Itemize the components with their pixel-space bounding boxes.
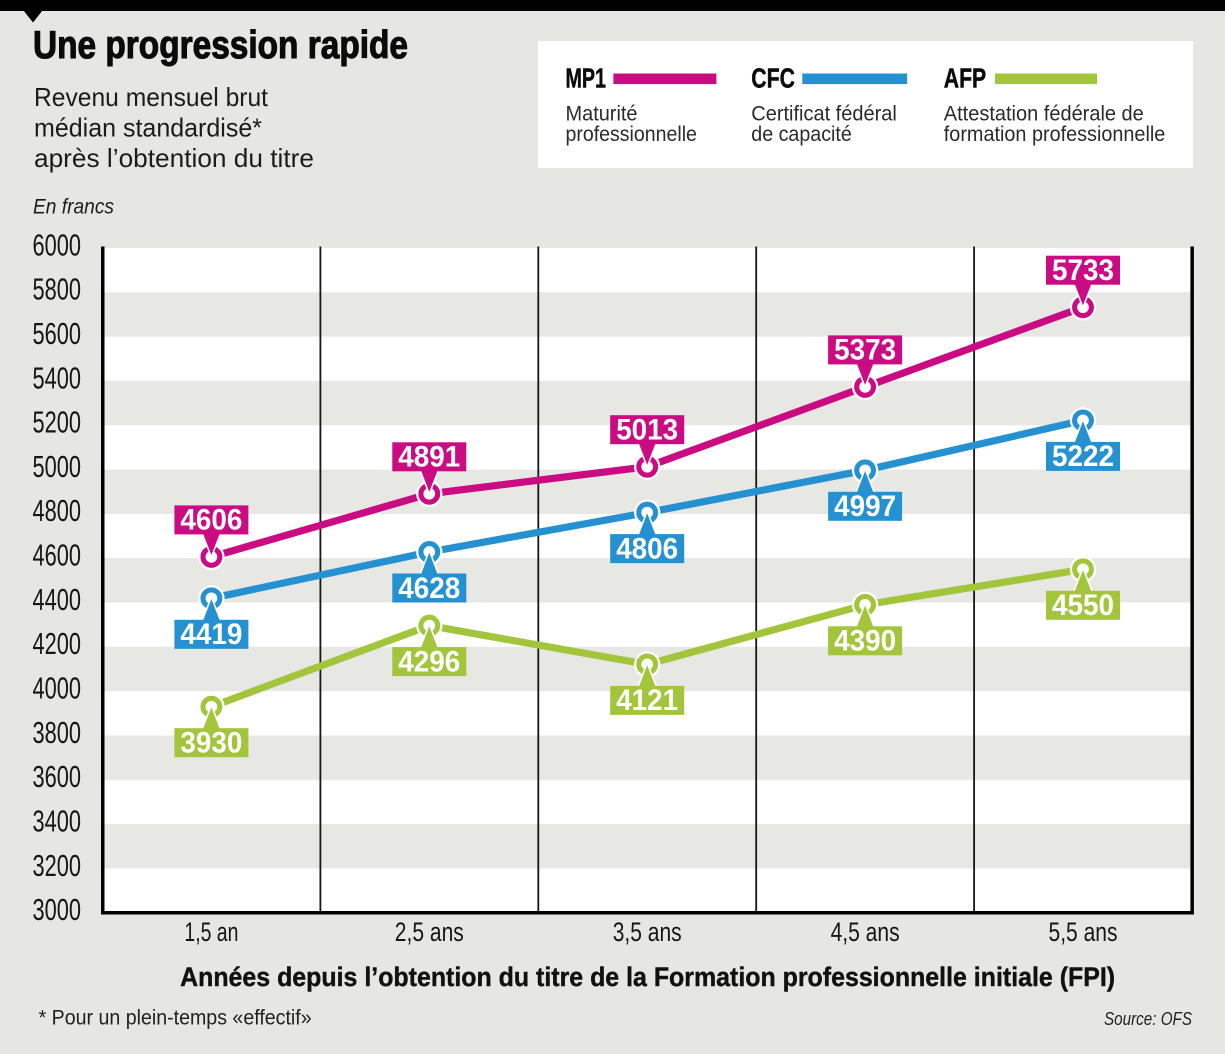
svg-text:4200: 4200 <box>33 626 82 661</box>
svg-text:4806: 4806 <box>616 532 678 565</box>
svg-text:4891: 4891 <box>398 441 460 474</box>
svg-text:médian standardisé*: médian standardisé* <box>34 113 262 143</box>
svg-text:après l’obtention du titre: après l’obtention du titre <box>34 143 314 173</box>
svg-text:3800: 3800 <box>33 715 82 750</box>
svg-text:Certificat fédéral: Certificat fédéral <box>751 102 897 125</box>
svg-text:4550: 4550 <box>1052 589 1114 622</box>
svg-text:* Pour un plein-temps «effecti: * Pour un plein-temps «effectif» <box>39 1007 312 1030</box>
svg-text:4419: 4419 <box>180 618 242 651</box>
svg-text:4296: 4296 <box>398 645 460 678</box>
svg-text:5200: 5200 <box>33 405 82 440</box>
svg-text:Source: OFS: Source: OFS <box>1104 1009 1192 1029</box>
svg-text:1,5 an: 1,5 an <box>184 917 238 947</box>
svg-text:Revenu mensuel brut: Revenu mensuel brut <box>34 82 269 112</box>
svg-text:5222: 5222 <box>1052 440 1114 473</box>
svg-text:5800: 5800 <box>33 272 82 307</box>
svg-text:3930: 3930 <box>180 727 242 760</box>
svg-text:5400: 5400 <box>33 360 82 395</box>
svg-text:6000: 6000 <box>33 227 82 262</box>
svg-text:4400: 4400 <box>33 582 82 617</box>
svg-text:3,5 ans: 3,5 ans <box>613 917 682 947</box>
svg-text:4121: 4121 <box>616 684 678 717</box>
svg-text:5,5 ans: 5,5 ans <box>1049 917 1118 947</box>
svg-text:5600: 5600 <box>33 316 82 351</box>
svg-text:formation professionnelle: formation professionnelle <box>944 123 1166 146</box>
svg-text:4390: 4390 <box>834 625 896 658</box>
svg-text:Maturité: Maturité <box>566 102 638 125</box>
svg-text:3600: 3600 <box>33 759 82 794</box>
svg-text:4600: 4600 <box>33 538 82 573</box>
svg-text:3000: 3000 <box>33 892 82 927</box>
svg-text:professionnelle: professionnelle <box>566 123 697 146</box>
svg-text:Années depuis l’obtention du t: Années depuis l’obtention du titre de la… <box>180 962 1115 992</box>
svg-text:5000: 5000 <box>33 449 82 484</box>
svg-text:4606: 4606 <box>180 504 242 537</box>
svg-text:4800: 4800 <box>33 493 82 528</box>
svg-text:4,5 ans: 4,5 ans <box>831 917 900 947</box>
svg-text:de capacité: de capacité <box>751 123 852 146</box>
svg-text:5373: 5373 <box>834 334 896 367</box>
svg-text:5013: 5013 <box>616 414 678 447</box>
svg-text:CFC: CFC <box>751 62 795 93</box>
svg-text:En francs: En francs <box>33 196 114 219</box>
svg-text:4628: 4628 <box>398 572 460 605</box>
svg-text:3200: 3200 <box>33 848 82 883</box>
svg-text:Une progression rapide: Une progression rapide <box>33 24 408 67</box>
svg-text:3400: 3400 <box>33 804 82 839</box>
svg-text:5733: 5733 <box>1052 254 1114 287</box>
svg-text:Attestation fédérale de: Attestation fédérale de <box>944 102 1144 125</box>
svg-text:2,5 ans: 2,5 ans <box>395 917 464 947</box>
svg-text:MP1: MP1 <box>566 62 607 93</box>
svg-text:4000: 4000 <box>33 671 82 706</box>
svg-text:4997: 4997 <box>834 490 896 523</box>
svg-text:AFP: AFP <box>944 62 986 93</box>
